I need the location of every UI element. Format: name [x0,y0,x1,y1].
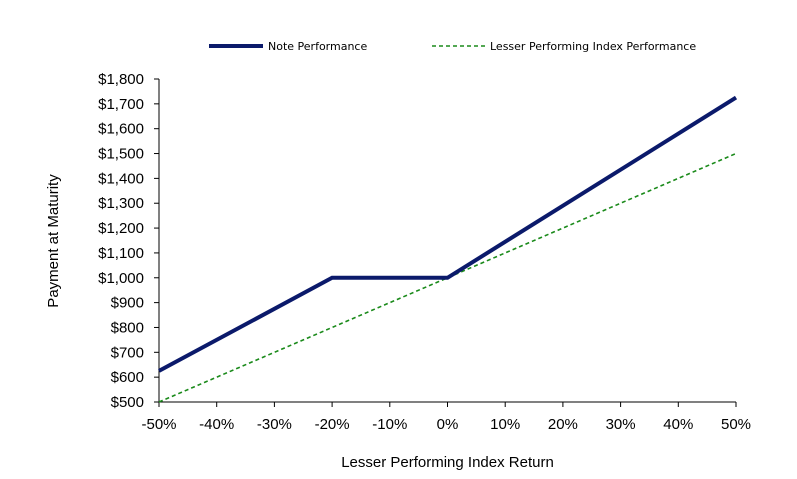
y-tick-label: $1,300 [98,195,144,212]
x-tick-label: 10% [490,416,520,433]
y-tick-label: $600 [111,369,144,386]
y-tick-label: $1,400 [98,170,144,187]
x-tick-label: 50% [721,416,751,433]
y-tick-labels: $500 $600 $700 $800 $900 $1,000 $1,100 $1,200 $1… [98,71,144,411]
x-tick-label: -10% [372,416,407,433]
series-line-note-performance [158,95,738,373]
x-tick-label: 0% [437,416,459,433]
axes [154,78,737,407]
legend-label-lesser-performing-index: Lesser Performing Index Performance [490,40,696,53]
y-tick-label: $1,800 [98,71,144,88]
legend: Note Performance Lesser Performing Index… [209,40,696,53]
x-tick-label: -20% [315,416,350,433]
y-tick-label: $700 [111,344,144,361]
x-axis-title: Lesser Performing Index Return [341,454,554,471]
y-tick-label: $1,500 [98,146,144,163]
x-tick-label: 20% [548,416,578,433]
legend-label-note-performance: Note Performance [268,40,367,53]
x-tick-label: -30% [257,416,292,433]
x-tick-label: 30% [606,416,636,433]
x-tick-label: -50% [141,416,176,433]
data-series [158,95,738,403]
y-tick-label: $1,200 [98,220,144,237]
y-tick-label: $1,700 [98,96,144,113]
x-tick-labels: -50% -40% -30% -20% -10% 0% 10% 20% 30% 40% 50% [141,416,751,433]
x-tick-label: 40% [663,416,693,433]
y-axis-title: Payment at Maturity [45,174,62,308]
y-tick-label: $1,100 [98,245,144,262]
y-tick-label: $1,600 [98,121,144,138]
y-tick-label: $900 [111,295,144,312]
y-tick-label: $1,000 [98,270,144,287]
y-tick-label: $800 [111,319,144,336]
x-tick-label: -40% [199,416,234,433]
y-tick-label: $500 [111,394,144,411]
